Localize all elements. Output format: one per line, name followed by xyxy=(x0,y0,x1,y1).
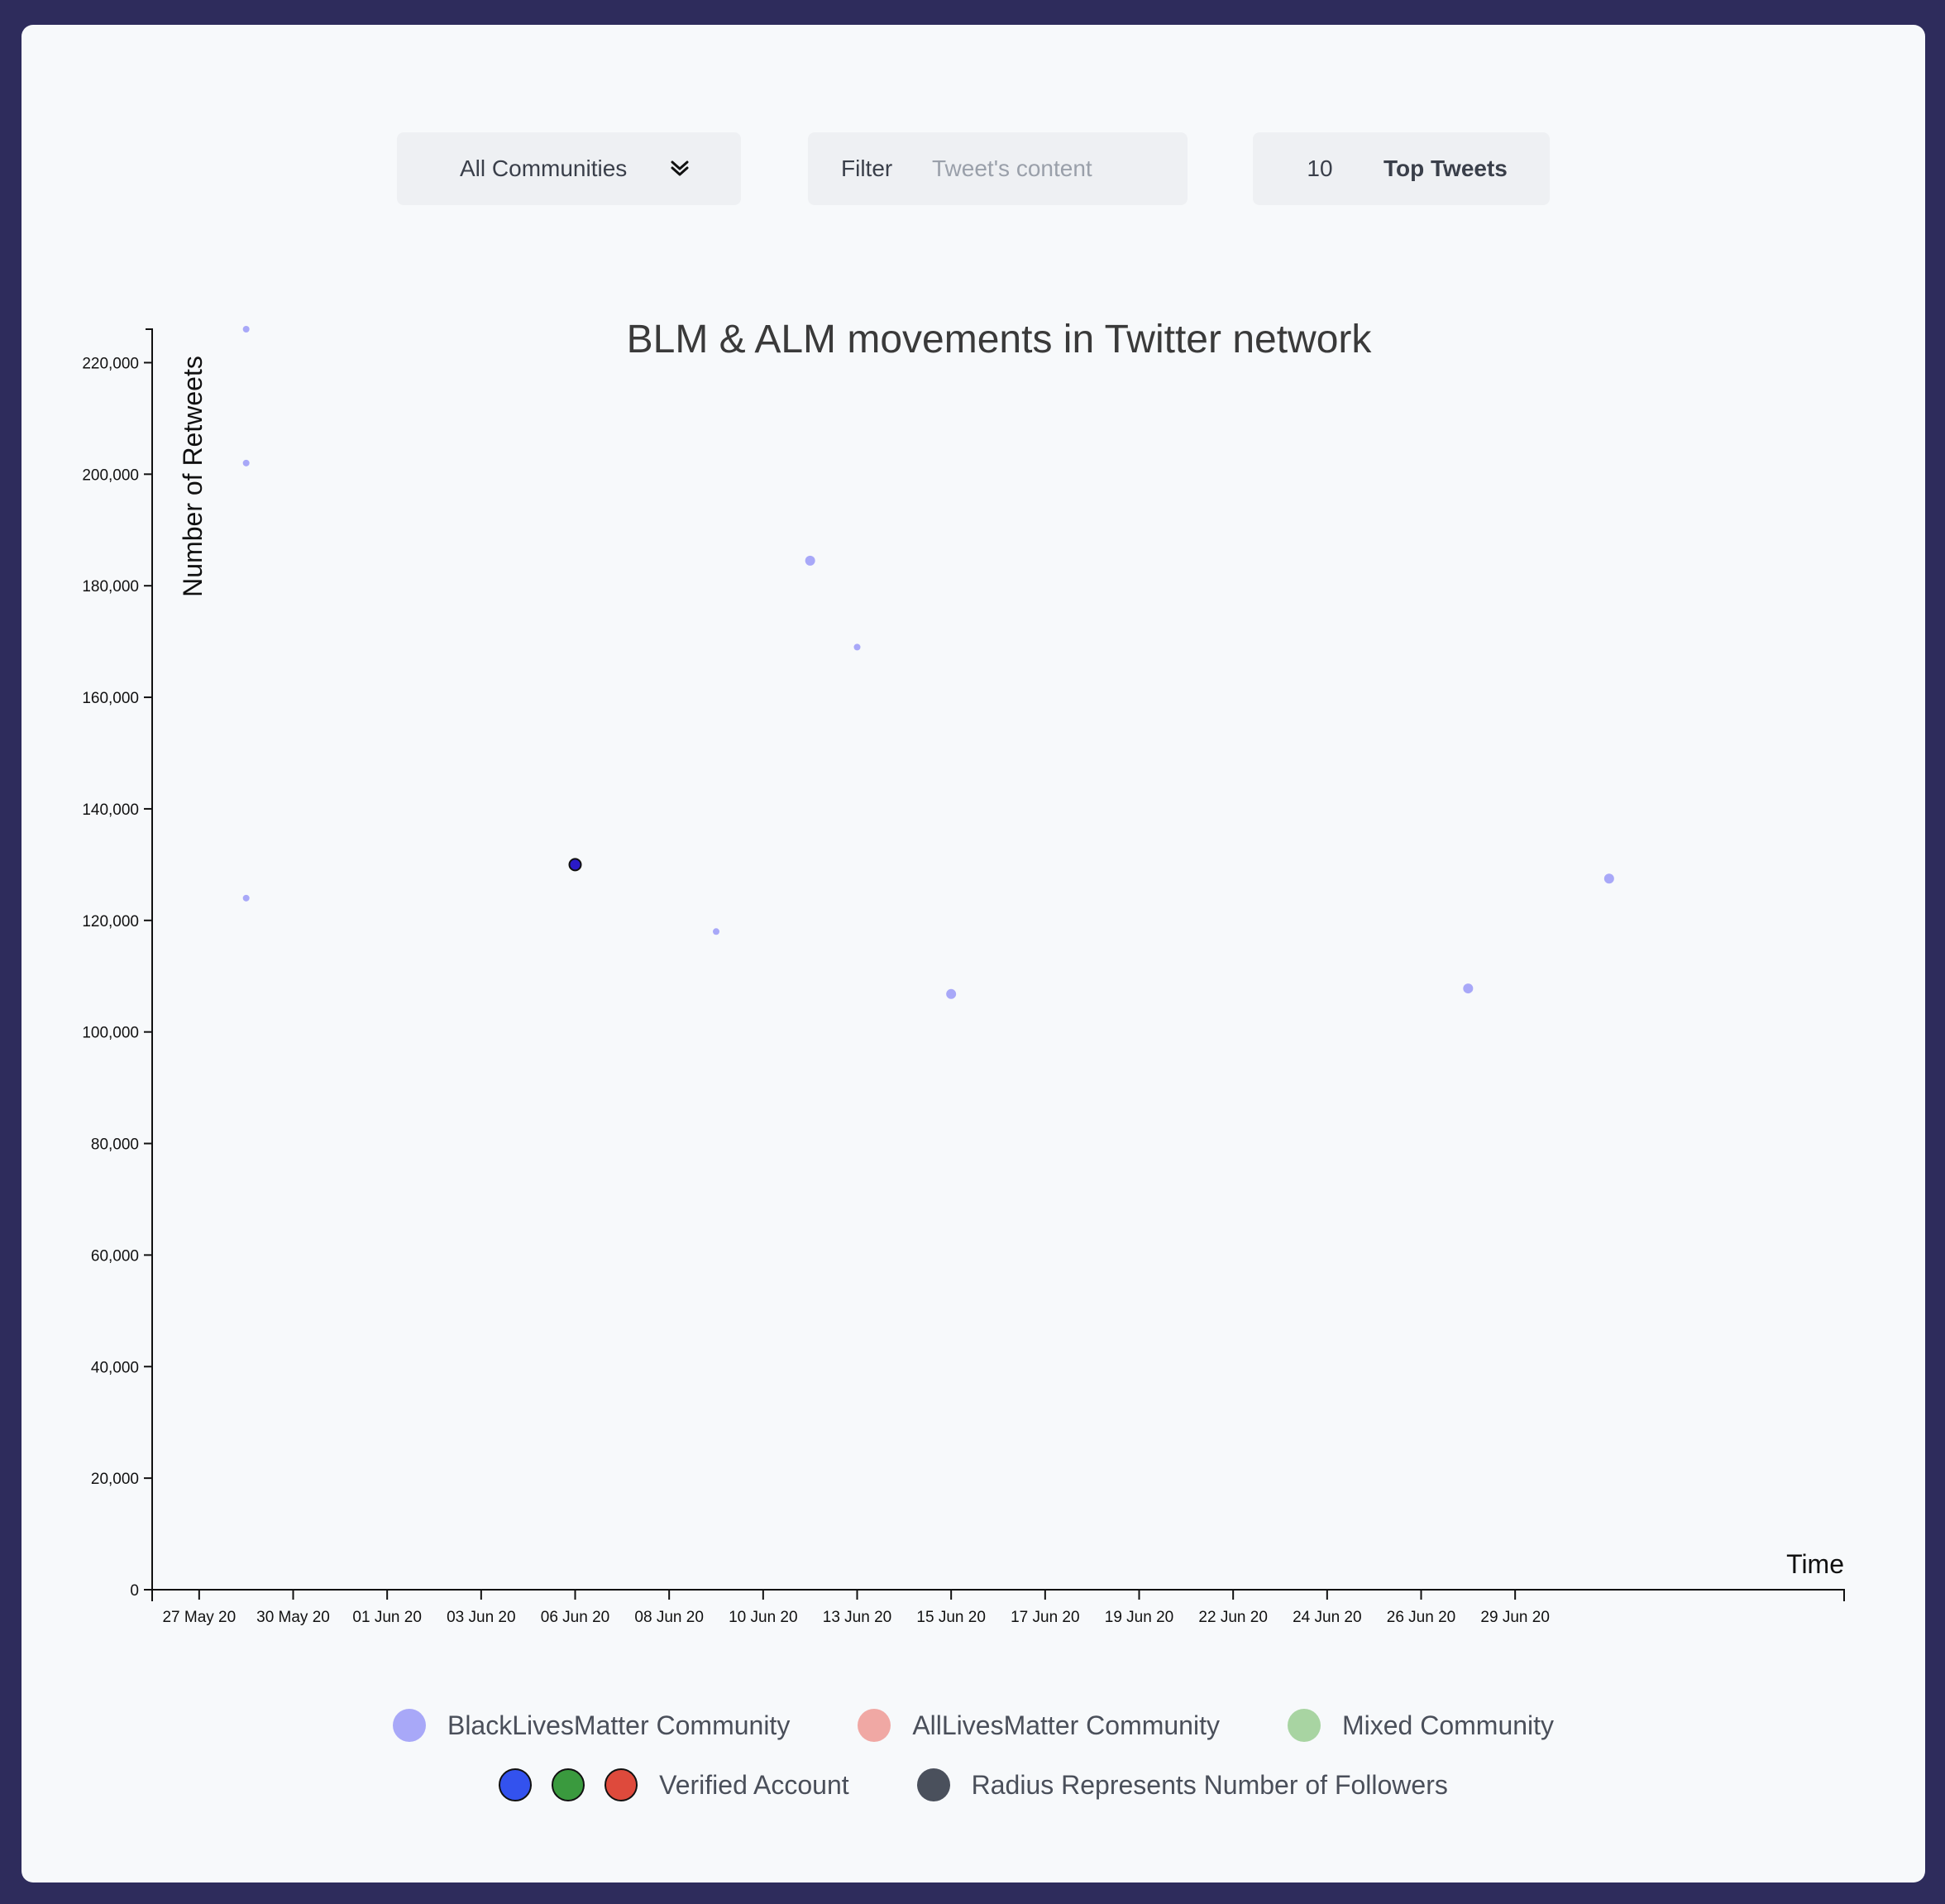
filter-box: Filter xyxy=(808,132,1188,205)
y-axis-label: Number of Retweets xyxy=(178,356,208,597)
y-axis-line xyxy=(146,328,153,1591)
x-tick-label: 15 Jun 20 xyxy=(916,1609,985,1626)
y-tick-label: 60,000 xyxy=(91,1247,139,1265)
x-tick-label: 19 Jun 20 xyxy=(1105,1609,1173,1626)
y-tick-label: 20,000 xyxy=(91,1471,139,1488)
data-point[interactable] xyxy=(242,894,250,902)
x-tick-label: 06 Jun 20 xyxy=(541,1609,609,1626)
legend-label-radius: Radius Represents Number of Followers xyxy=(971,1769,1448,1800)
y-tick-label: 0 xyxy=(130,1582,139,1600)
x-tick-label: 08 Jun 20 xyxy=(634,1609,703,1626)
chart-title: BLM & ALM movements in Twitter network xyxy=(627,318,1373,361)
filter-input[interactable] xyxy=(930,149,1173,189)
y-tick-label: 140,000 xyxy=(82,801,139,819)
top-tweets-label: Top Tweets xyxy=(1383,155,1508,181)
x-axis-label: Time xyxy=(1786,1549,1844,1579)
x-tick-label: 26 Jun 20 xyxy=(1387,1609,1455,1626)
x-tick-label: 22 Jun 20 xyxy=(1198,1609,1267,1626)
legend-communities: BlackLivesMatter Community AllLivesMatte… xyxy=(22,1709,1925,1742)
blm-swatch xyxy=(392,1709,426,1742)
x-tick-label: 29 Jun 20 xyxy=(1480,1609,1549,1626)
legend-item-alm: AllLivesMatter Community xyxy=(858,1709,1220,1742)
main-card: All Communities Filter Top Tweets BLM & … xyxy=(22,25,1925,1882)
data-point[interactable] xyxy=(853,643,861,651)
data-point[interactable] xyxy=(1603,873,1614,884)
y-axis: 0 20,000 40,000 60,000 80,000 100,000 120,000 1… xyxy=(82,328,153,1600)
y-tick-label: 80,000 xyxy=(91,1136,139,1154)
y-tick-label: 220,000 xyxy=(82,355,139,372)
data-point[interactable] xyxy=(946,988,957,999)
x-tick-label: 24 Jun 20 xyxy=(1293,1609,1361,1626)
community-select[interactable]: All Communities xyxy=(397,132,741,205)
radius-swatch xyxy=(916,1768,950,1801)
y-tick-label: 40,000 xyxy=(91,1359,139,1376)
data-point[interactable] xyxy=(242,326,250,332)
x-tick-label: 17 Jun 20 xyxy=(1011,1609,1079,1626)
x-tick-label: 10 Jun 20 xyxy=(729,1609,797,1626)
y-tick-label: 120,000 xyxy=(82,913,139,930)
data-point[interactable] xyxy=(242,459,250,466)
x-tick-label: 30 May 20 xyxy=(256,1609,330,1626)
verified-green-swatch xyxy=(552,1768,585,1801)
y-tick-label: 160,000 xyxy=(82,690,139,707)
filter-label: Filter xyxy=(841,155,893,181)
legend-item-verified: Verified Account xyxy=(499,1768,849,1801)
scatter-chart: BLM & ALM movements in Twitter network 0… xyxy=(82,318,1845,1626)
top-count-input[interactable] xyxy=(1286,149,1354,189)
x-axis: 27 May 20 30 May 20 01 Jun 20 03 Jun 20 06 J… xyxy=(151,1589,1845,1626)
legend-markers: Verified Account Radius Represents Numbe… xyxy=(22,1768,1925,1801)
data-points xyxy=(242,326,1614,999)
legend-label-verified: Verified Account xyxy=(659,1769,849,1800)
data-point[interactable] xyxy=(568,858,582,872)
x-tick-label: 27 May 20 xyxy=(162,1609,236,1626)
legend-label-mixed: Mixed Community xyxy=(1341,1710,1555,1740)
data-point[interactable] xyxy=(1463,983,1474,994)
legend-item-blm: BlackLivesMatter Community xyxy=(392,1709,791,1742)
data-point[interactable] xyxy=(805,555,815,566)
x-tick-label: 03 Jun 20 xyxy=(447,1609,515,1626)
y-tick-label: 180,000 xyxy=(82,578,139,596)
x-tick-label: 13 Jun 20 xyxy=(823,1609,891,1626)
x-axis-line xyxy=(151,1589,1845,1601)
alm-swatch xyxy=(858,1709,891,1742)
chevron-down-icon xyxy=(671,160,689,176)
verified-blue-swatch xyxy=(499,1768,533,1801)
mixed-swatch xyxy=(1287,1709,1321,1742)
community-select-value: All Communities xyxy=(460,155,628,181)
top-tweets-box: Top Tweets xyxy=(1253,132,1550,205)
x-tick-label: 01 Jun 20 xyxy=(352,1609,421,1626)
verified-red-swatch xyxy=(605,1768,638,1801)
legend-item-radius: Radius Represents Number of Followers xyxy=(916,1768,1448,1801)
legend-label-blm: BlackLivesMatter Community xyxy=(447,1710,791,1740)
legend-label-alm: AllLivesMatter Community xyxy=(912,1710,1220,1740)
legend-item-mixed: Mixed Community xyxy=(1287,1709,1555,1742)
y-tick-label: 100,000 xyxy=(82,1025,139,1042)
data-point[interactable] xyxy=(713,928,719,935)
y-tick-label: 200,000 xyxy=(82,466,139,484)
